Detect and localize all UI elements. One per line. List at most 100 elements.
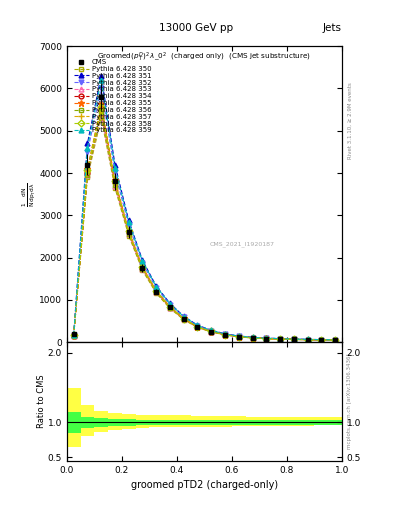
Pythia 6.428 355: [264, 335, 269, 342]
Pythia 6.428 351: [127, 218, 131, 224]
Pythia 6.428 357: [278, 336, 283, 342]
Pythia 6.428 354: [85, 170, 90, 176]
Pythia 6.428 352: [292, 336, 296, 342]
Pythia 6.428 353: [140, 266, 145, 272]
Pythia 6.428 356: [209, 329, 214, 335]
Pythia 6.428 356: [168, 305, 173, 311]
Pythia 6.428 351: [113, 161, 118, 167]
Pythia 6.428 351: [99, 73, 104, 79]
Pythia 6.428 350: [237, 334, 241, 340]
Pythia 6.428 356: [305, 337, 310, 343]
Pythia 6.428 352: [250, 334, 255, 340]
Pythia 6.428 350: [113, 185, 118, 191]
Pythia 6.428 358: [168, 304, 173, 310]
Pythia 6.428 356: [292, 336, 296, 343]
Pythia 6.428 356: [99, 109, 104, 115]
Line: Pythia 6.428 352: Pythia 6.428 352: [71, 86, 338, 343]
Pythia 6.428 350: [182, 316, 186, 323]
Pythia 6.428 351: [250, 334, 255, 340]
Pythia 6.428 352: [182, 314, 186, 321]
Pythia 6.428 350: [72, 332, 76, 338]
Pythia 6.428 358: [333, 337, 338, 343]
Pythia 6.428 357: [250, 335, 255, 341]
Pythia 6.428 352: [99, 86, 104, 92]
Pythia 6.428 354: [182, 316, 186, 322]
Pythia 6.428 353: [319, 337, 324, 343]
Line: Pythia 6.428 350: Pythia 6.428 350: [71, 116, 338, 343]
Pythia 6.428 358: [319, 337, 324, 343]
Pythia 6.428 351: [333, 337, 338, 343]
Pythia 6.428 357: [209, 329, 214, 335]
Pythia 6.428 350: [99, 115, 104, 121]
Pythia 6.428 351: [182, 313, 186, 319]
Pythia 6.428 353: [113, 183, 118, 189]
Pythia 6.428 357: [333, 337, 338, 343]
Pythia 6.428 357: [237, 334, 241, 340]
Pythia 6.428 357: [85, 169, 90, 175]
Pythia 6.428 354: [305, 336, 310, 343]
Pythia 6.428 353: [99, 111, 104, 117]
Pythia 6.428 351: [292, 336, 296, 342]
Pythia 6.428 359: [140, 258, 145, 264]
Pythia 6.428 355: [292, 336, 296, 343]
Line: Pythia 6.428 357: Pythia 6.428 357: [71, 106, 338, 343]
Pythia 6.428 355: [278, 336, 283, 342]
Pythia 6.428 356: [182, 316, 186, 322]
Pythia 6.428 352: [72, 332, 76, 338]
Pythia 6.428 356: [127, 230, 131, 237]
Pythia 6.428 356: [140, 266, 145, 272]
Pythia 6.428 351: [154, 283, 159, 289]
Pythia 6.428 359: [222, 331, 227, 337]
Pythia 6.428 358: [264, 335, 269, 342]
Pythia 6.428 350: [319, 337, 324, 343]
Pythia 6.428 359: [278, 335, 283, 342]
Pythia 6.428 357: [140, 265, 145, 271]
Pythia 6.428 358: [292, 336, 296, 343]
Pythia 6.428 357: [222, 332, 227, 338]
Pythia 6.428 359: [237, 333, 241, 339]
Pythia 6.428 353: [222, 332, 227, 338]
Pythia 6.428 359: [264, 335, 269, 341]
Text: CMS_2021_I1920187: CMS_2021_I1920187: [210, 242, 275, 247]
Pythia 6.428 359: [72, 332, 76, 338]
Pythia 6.428 356: [264, 335, 269, 342]
Pythia 6.428 353: [250, 335, 255, 341]
Pythia 6.428 352: [319, 337, 324, 343]
Line: Pythia 6.428 359: Pythia 6.428 359: [71, 77, 338, 343]
Pythia 6.428 355: [168, 304, 173, 310]
Pythia 6.428 353: [154, 289, 159, 295]
Pythia 6.428 352: [264, 335, 269, 342]
Line: Pythia 6.428 353: Pythia 6.428 353: [71, 111, 338, 343]
Pythia 6.428 353: [292, 336, 296, 343]
Pythia 6.428 353: [168, 305, 173, 311]
Pythia 6.428 358: [250, 335, 255, 341]
Pythia 6.428 355: [195, 324, 200, 330]
Pythia 6.428 355: [140, 264, 145, 270]
Pythia 6.428 357: [264, 335, 269, 342]
Pythia 6.428 356: [319, 337, 324, 343]
Pythia 6.428 355: [99, 101, 104, 108]
Line: Pythia 6.428 354: Pythia 6.428 354: [71, 107, 338, 343]
Pythia 6.428 350: [168, 305, 173, 311]
Pythia 6.428 351: [168, 301, 173, 307]
Pythia 6.428 359: [305, 336, 310, 343]
Pythia 6.428 352: [237, 333, 241, 339]
Pythia 6.428 354: [237, 334, 241, 340]
Pythia 6.428 354: [113, 179, 118, 185]
Pythia 6.428 358: [99, 103, 104, 110]
Pythia 6.428 354: [127, 229, 131, 235]
Pythia 6.428 352: [154, 285, 159, 291]
Pythia 6.428 359: [250, 334, 255, 340]
Pythia 6.428 353: [237, 334, 241, 340]
Text: mcplots.cern.ch [arXiv:1306.3436]: mcplots.cern.ch [arXiv:1306.3436]: [347, 354, 353, 450]
Pythia 6.428 356: [237, 334, 241, 340]
Pythia 6.428 351: [85, 140, 90, 146]
Pythia 6.428 358: [154, 288, 159, 294]
Pythia 6.428 356: [278, 336, 283, 342]
Pythia 6.428 358: [72, 332, 76, 338]
Pythia 6.428 353: [305, 337, 310, 343]
Pythia 6.428 357: [305, 336, 310, 343]
Pythia 6.428 357: [182, 316, 186, 322]
Pythia 6.428 354: [264, 335, 269, 342]
Pythia 6.428 359: [182, 313, 186, 319]
